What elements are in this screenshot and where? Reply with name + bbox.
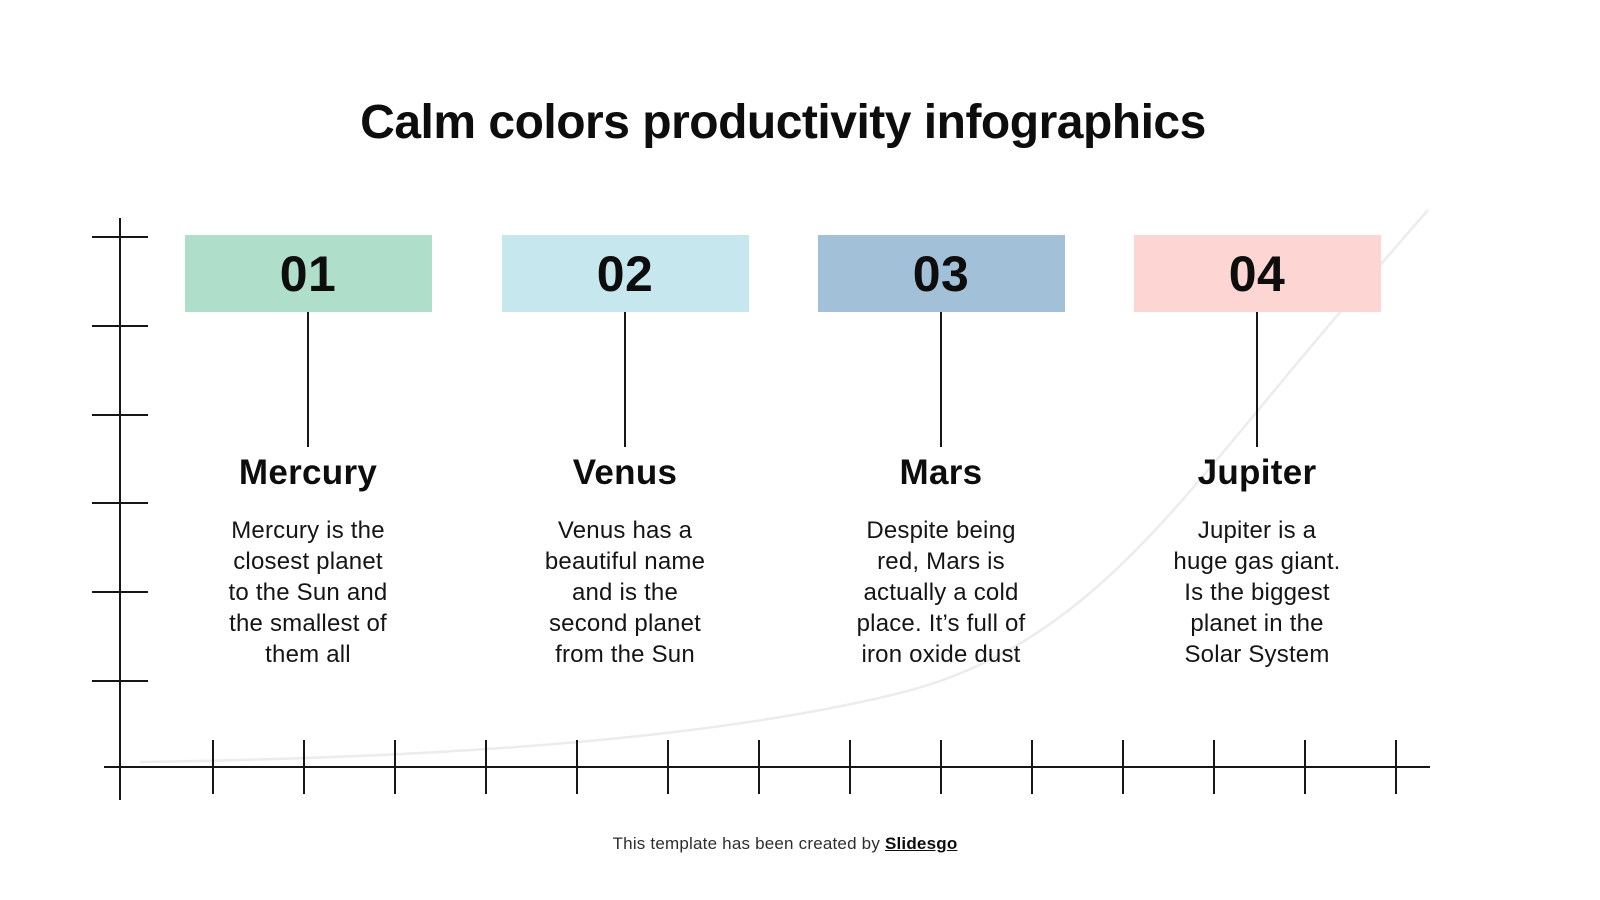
x-axis-tick bbox=[1304, 740, 1306, 794]
x-axis-tick bbox=[303, 740, 305, 794]
y-axis-tick bbox=[92, 502, 148, 505]
y-axis-tick bbox=[92, 680, 148, 682]
x-axis-tick bbox=[1031, 740, 1033, 794]
y-axis-tick bbox=[92, 324, 148, 327]
connector-line bbox=[624, 312, 626, 447]
y-axis-tick bbox=[92, 591, 148, 594]
x-axis-tick bbox=[758, 740, 760, 794]
planet-description: Venus has a beautiful name and is the se… bbox=[544, 517, 706, 668]
number-label: 02 bbox=[596, 245, 654, 302]
number-box-03: 03 bbox=[817, 235, 1065, 312]
x-axis-tick bbox=[940, 740, 942, 794]
planet-name: Jupiter bbox=[1197, 453, 1317, 492]
planet-name: Mars bbox=[899, 453, 983, 492]
y-axis-tick bbox=[92, 236, 148, 238]
planet-description: Mercury is the closest planet to the Sun… bbox=[228, 517, 388, 668]
x-axis-tick bbox=[1122, 740, 1124, 794]
number-box-01: 01 bbox=[184, 235, 432, 312]
x-axis-tick bbox=[485, 740, 487, 794]
number-label: 03 bbox=[912, 245, 970, 302]
number-box-02: 02 bbox=[501, 235, 749, 312]
y-axis-tick bbox=[92, 413, 148, 416]
x-axis-tick bbox=[576, 740, 578, 794]
x-axis-tick bbox=[849, 740, 851, 794]
connector-line bbox=[1256, 312, 1258, 447]
x-axis-line bbox=[104, 766, 1430, 768]
number-box-04: 04 bbox=[1133, 235, 1381, 312]
y-axis-line bbox=[119, 218, 121, 800]
x-axis-tick bbox=[667, 740, 669, 794]
connector-line bbox=[940, 312, 942, 447]
column-mercury: 01 Mercury Mercury is the closest planet… bbox=[178, 235, 438, 670]
column-venus: 02 Venus Venus has a beautiful name and … bbox=[495, 235, 755, 670]
number-label: 04 bbox=[1228, 245, 1286, 302]
column-jupiter: 04 Jupiter Jupiter is a huge gas giant. … bbox=[1127, 235, 1387, 670]
planet-name: Venus bbox=[572, 453, 678, 492]
planet-description: Jupiter is a huge gas giant. Is the bigg… bbox=[1173, 517, 1341, 668]
page-title: Calm colors productivity infographics bbox=[360, 96, 1206, 149]
x-axis-tick bbox=[212, 740, 214, 794]
number-label: 01 bbox=[279, 245, 337, 302]
x-axis-tick bbox=[1395, 740, 1397, 794]
x-axis-tick bbox=[1213, 740, 1215, 794]
slidesgo-link[interactable]: Slidesgo bbox=[884, 834, 958, 853]
x-axis-tick bbox=[394, 740, 396, 794]
column-mars: 03 Mars Despite being red, Mars is actua… bbox=[811, 235, 1071, 670]
footer-credit: This template has been created by Slides… bbox=[0, 834, 1570, 854]
planet-name: Mercury bbox=[238, 453, 378, 492]
footer-text: This template has been created by bbox=[612, 834, 881, 853]
planet-description: Despite being red, Mars is actually a co… bbox=[856, 517, 1026, 668]
connector-line bbox=[307, 312, 309, 447]
